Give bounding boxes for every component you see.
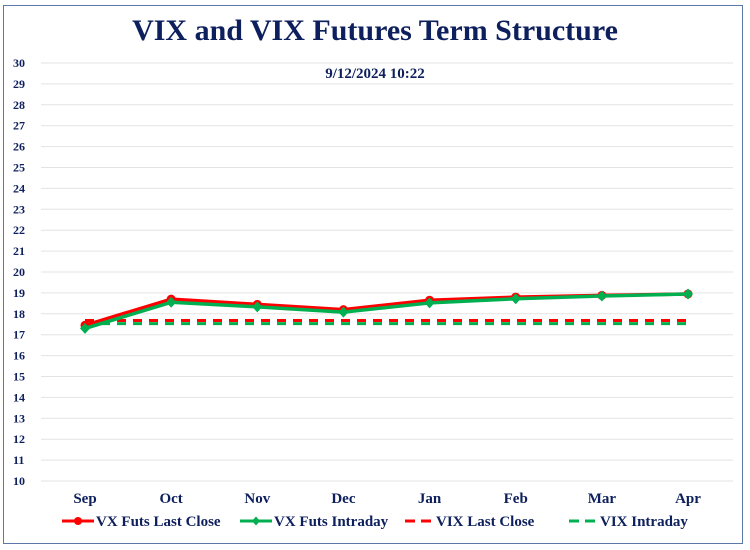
x-tick-label: Mar — [588, 491, 617, 507]
chart-title: VIX and VIX Futures Term Structure — [132, 14, 618, 47]
data-point — [424, 297, 435, 309]
y-tick-label: 21 — [13, 244, 25, 258]
y-tick-label: 14 — [13, 390, 25, 404]
y-tick-label: 23 — [13, 202, 25, 216]
y-tick-label: 22 — [13, 223, 25, 237]
y-tick-label: 30 — [13, 56, 25, 70]
gridlines — [41, 62, 733, 482]
y-tick-label: 25 — [13, 161, 25, 175]
legend: VX Futs Last Close VX Futs Intraday VIX La… — [62, 514, 688, 530]
data-point — [683, 288, 693, 300]
series-vx-futs-intraday — [80, 288, 693, 334]
x-tick-label: Nov — [244, 491, 270, 507]
x-tick-label: Sep — [73, 491, 96, 507]
y-tick-label: 17 — [13, 328, 25, 342]
x-tick-label: Oct — [159, 491, 182, 507]
x-axis-ticks: Sep Oct Nov Dec Jan Feb Mar Apr — [73, 491, 701, 507]
legend-label: VX Futs Intraday — [274, 514, 389, 530]
x-tick-label: Dec — [331, 491, 355, 507]
legend-marker — [252, 516, 260, 526]
x-tick-label: Feb — [504, 491, 528, 507]
chart-frame — [3, 5, 743, 544]
data-point — [166, 296, 177, 308]
chart-subtitle: 9/12/2024 10:22 — [325, 66, 425, 82]
series-line — [84, 292, 689, 331]
y-tick-label: 26 — [13, 140, 25, 154]
data-point — [510, 293, 521, 305]
y-tick-label: 29 — [13, 77, 25, 91]
y-tick-label: 20 — [13, 265, 25, 279]
y-tick-label: 15 — [13, 370, 25, 384]
data-point — [338, 306, 349, 318]
legend-label: VIX Intraday — [600, 514, 688, 530]
y-tick-label: 18 — [13, 307, 25, 321]
y-tick-label: 10 — [13, 474, 25, 488]
y-tick-label: 16 — [13, 349, 25, 363]
y-tick-label: 12 — [13, 432, 25, 446]
legend-label: VX Futs Last Close — [96, 514, 221, 530]
legend-entry: VX Futs Intraday — [240, 514, 389, 530]
y-tick-label: 19 — [13, 286, 25, 300]
y-tick-label: 28 — [13, 98, 25, 112]
legend-entry: VIX Intraday — [569, 514, 688, 530]
x-tick-label: Apr — [675, 491, 701, 507]
y-tick-label: 24 — [13, 181, 25, 195]
data-point — [252, 301, 263, 313]
y-tick-label: 13 — [13, 411, 25, 425]
data-point — [596, 290, 607, 302]
legend-entry: VIX Last Close — [405, 514, 535, 530]
data-point — [80, 322, 90, 334]
y-axis-ticks: 10 11 12 13 14 15 16 17 18 19 20 21 22 23 24 25 26 27 28 29… — [13, 56, 25, 488]
series-group — [80, 288, 693, 334]
x-tick-label: Jan — [418, 491, 442, 507]
legend-entry: VX Futs Last Close — [62, 514, 221, 530]
legend-marker — [74, 517, 82, 525]
legend-label: VIX Last Close — [436, 514, 535, 530]
y-tick-label: 27 — [13, 119, 25, 133]
y-tick-label: 11 — [13, 453, 24, 467]
